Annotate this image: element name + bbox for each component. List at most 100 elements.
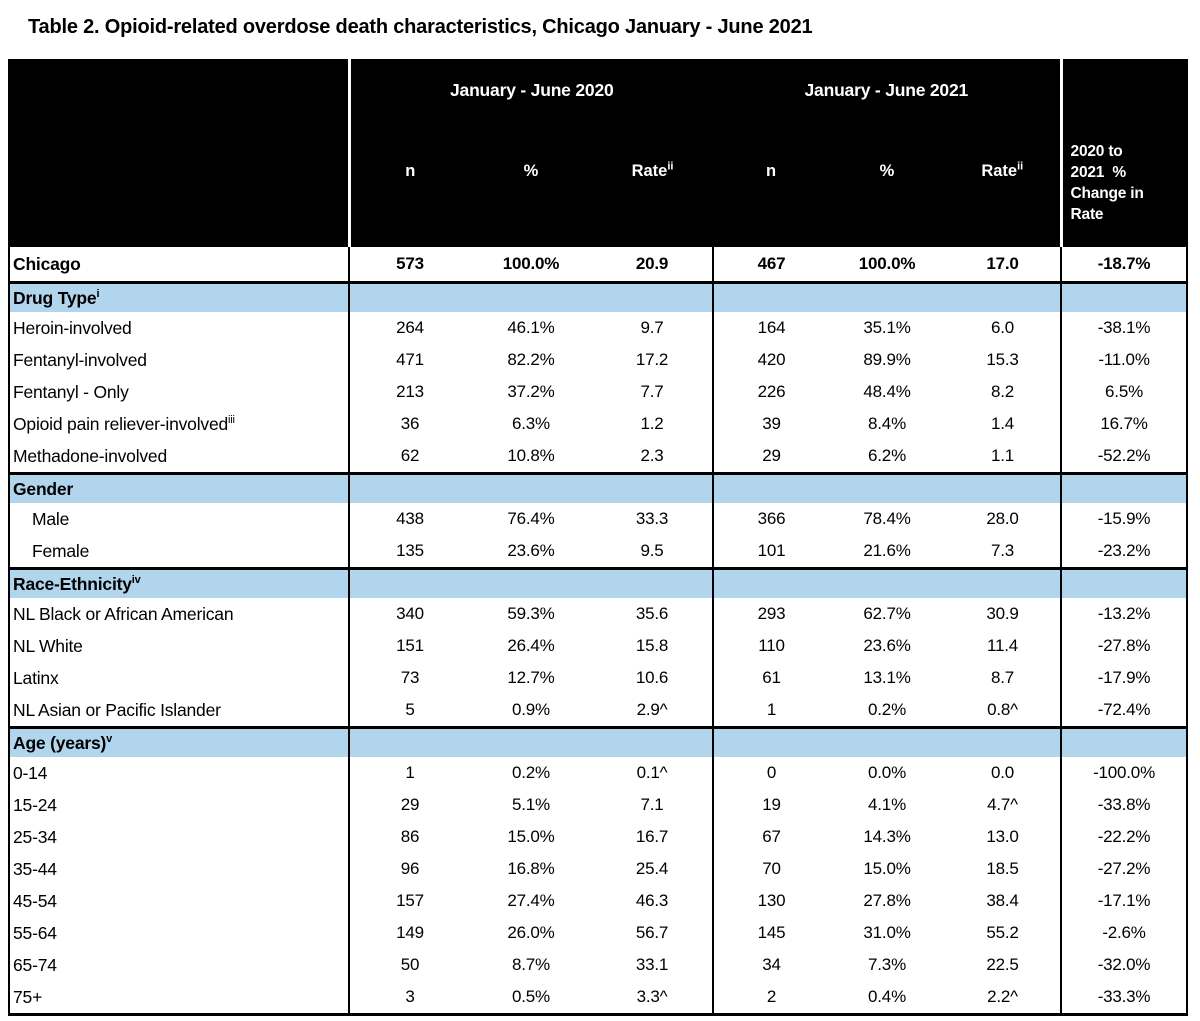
row-label: Heroin-involved [9,312,350,344]
cell-rate-2021: 8.2 [945,376,1063,408]
table-row: NL Black or African American 340 59.3% 35.6… [9,598,1188,630]
cell-pct-2021: 78.4% [829,503,946,535]
cell-pct-2021: 8.4% [829,408,946,440]
cell-pct-2021: 27.8% [829,885,946,917]
row-label-text: 35-44 [13,858,57,879]
cell-pct-2020: 37.2% [470,376,592,408]
col-header-n-2020: n [349,119,470,247]
row-label-text: Fentanyl-involved [13,349,147,370]
row-label-text: 45-54 [13,890,57,911]
row-label: Male [9,503,350,535]
table-row: NL White 151 26.4% 15.8 110 23.6% 11.4 -27.8% [9,630,1188,662]
row-label-text: Methadone-involved [13,445,168,466]
row-label: 55-64 [9,917,350,949]
cell-rate-2020: 2.3 [592,440,715,474]
cell-n-2020: 573 [349,247,470,283]
header-change-spacer [1059,60,1188,119]
row-label: Female [9,535,350,569]
section-band-cell [829,281,946,312]
cell-n-2020: 135 [349,535,470,569]
cell-n-2021: 366 [713,503,830,535]
cell-rate-2021: 11.4 [945,630,1063,662]
cell-rate-2021: 38.4 [945,885,1063,917]
cell-rate-2020: 15.8 [592,630,715,662]
col-header-pct-2020: % [470,119,592,247]
table-row: Female 135 23.6% 9.5 101 21.6% 7.3 -23.2% [9,535,1188,569]
section-band-cell [470,726,592,757]
header-stub-cell-2 [9,119,351,247]
cell-rate-2021: 4.7^ [945,789,1063,821]
row-label-text: Heroin-involved [13,317,132,338]
cell-pct-2021: 21.6% [829,535,946,569]
cell-rate-2020: 2.9^ [592,694,715,728]
cell-rate-2020: 35.6 [592,598,715,630]
footnote-marker: v [106,732,113,745]
cell-n-2021: 145 [713,917,830,949]
table-row: NL Asian or Pacific Islander 5 0.9% 2.9^ 1 0.… [9,694,1188,728]
col-header-pct-change: 2020 to 2021 % Change in Rate [1059,119,1188,247]
section-header-label-text: Drug Type [13,287,97,308]
header-stub-cell [9,60,351,119]
cell-pct-2020: 6.3% [470,408,592,440]
cell-n-2021: 101 [713,535,830,569]
section-band-cell [592,726,715,757]
cell-rate-2020: 1.2 [592,408,715,440]
row-label-text: 65-74 [13,954,57,975]
cell-n-2021: 34 [713,949,830,981]
cell-rate-2021: 0.0 [945,757,1063,789]
cell-pct-change: -22.2% [1061,821,1188,853]
cell-n-2020: 264 [349,312,470,344]
section-band-cell [470,567,592,598]
col-group-2020: January - June 2020 [349,60,714,119]
table-row: Heroin-involved 264 46.1% 9.7 164 35.1% 6.0 -38… [9,312,1188,344]
cell-pct-change: -33.8% [1061,789,1188,821]
table-row: 15-24 29 5.1% 7.1 19 4.1% 4.7^ -33.8% [9,789,1188,821]
cell-pct-change: -27.2% [1061,853,1188,885]
cell-pct-2021: 48.4% [829,376,946,408]
section-band-cell [470,472,592,503]
table-row: 65-74 50 8.7% 33.1 34 7.3% 22.5 -32.0% [9,949,1188,981]
cell-pct-2020: 100.0% [470,247,592,283]
cell-pct-2021: 7.3% [829,949,946,981]
cell-rate-2020: 17.2 [592,344,715,376]
cell-pct-change: 6.5% [1061,376,1188,408]
cell-pct-2021: 89.9% [829,344,946,376]
cell-pct-2021: 0.2% [829,694,946,728]
section-header-label: Drug Typei [9,281,350,312]
cell-n-2021: 2 [713,981,830,1015]
cell-pct-change: -38.1% [1061,312,1188,344]
section-band-cell [1061,567,1188,598]
table-row: 25-34 86 15.0% 16.7 67 14.3% 13.0 -22.2% [9,821,1188,853]
cell-rate-2020: 56.7 [592,917,715,949]
row-label: Fentanyl - Only [9,376,350,408]
table-row: Latinx 73 12.7% 10.6 61 13.1% 8.7 -17.9% [9,662,1188,694]
row-label: 35-44 [9,853,350,885]
data-table: January - June 2020 January - June 2021 … [8,59,1189,1016]
row-label: Methadone-involved [9,440,350,474]
row-label: Opioid pain reliever-involvediii [9,408,350,440]
cell-pct-change: -33.3% [1061,981,1188,1015]
section-band-cell [592,567,715,598]
cell-pct-2020: 46.1% [470,312,592,344]
cell-n-2021: 110 [713,630,830,662]
section-header-label: Gender [9,472,350,503]
row-label-text: Female [32,540,90,561]
cell-n-2021: 226 [713,376,830,408]
cell-n-2021: 61 [713,662,830,694]
row-label-text: 25-34 [13,826,57,847]
section-header-row: Gender [9,472,1188,503]
row-label: NL Black or African American [9,598,350,630]
table-row: 75+ 3 0.5% 3.3^ 2 0.4% 2.2^ -33.3% [9,981,1188,1015]
cell-rate-2020: 33.3 [592,503,715,535]
cell-pct-2020: 59.3% [470,598,592,630]
section-header-label-text: Gender [13,478,74,499]
cell-rate-2021: 7.3 [945,535,1063,569]
cell-rate-2020: 9.7 [592,312,715,344]
cell-n-2021: 293 [713,598,830,630]
cell-pct-change: 16.7% [1061,408,1188,440]
cell-rate-2020: 33.1 [592,949,715,981]
cell-pct-2020: 8.7% [470,949,592,981]
n-label: n [765,161,777,180]
cell-pct-2020: 82.2% [470,344,592,376]
cell-rate-2020: 20.9 [592,247,715,283]
